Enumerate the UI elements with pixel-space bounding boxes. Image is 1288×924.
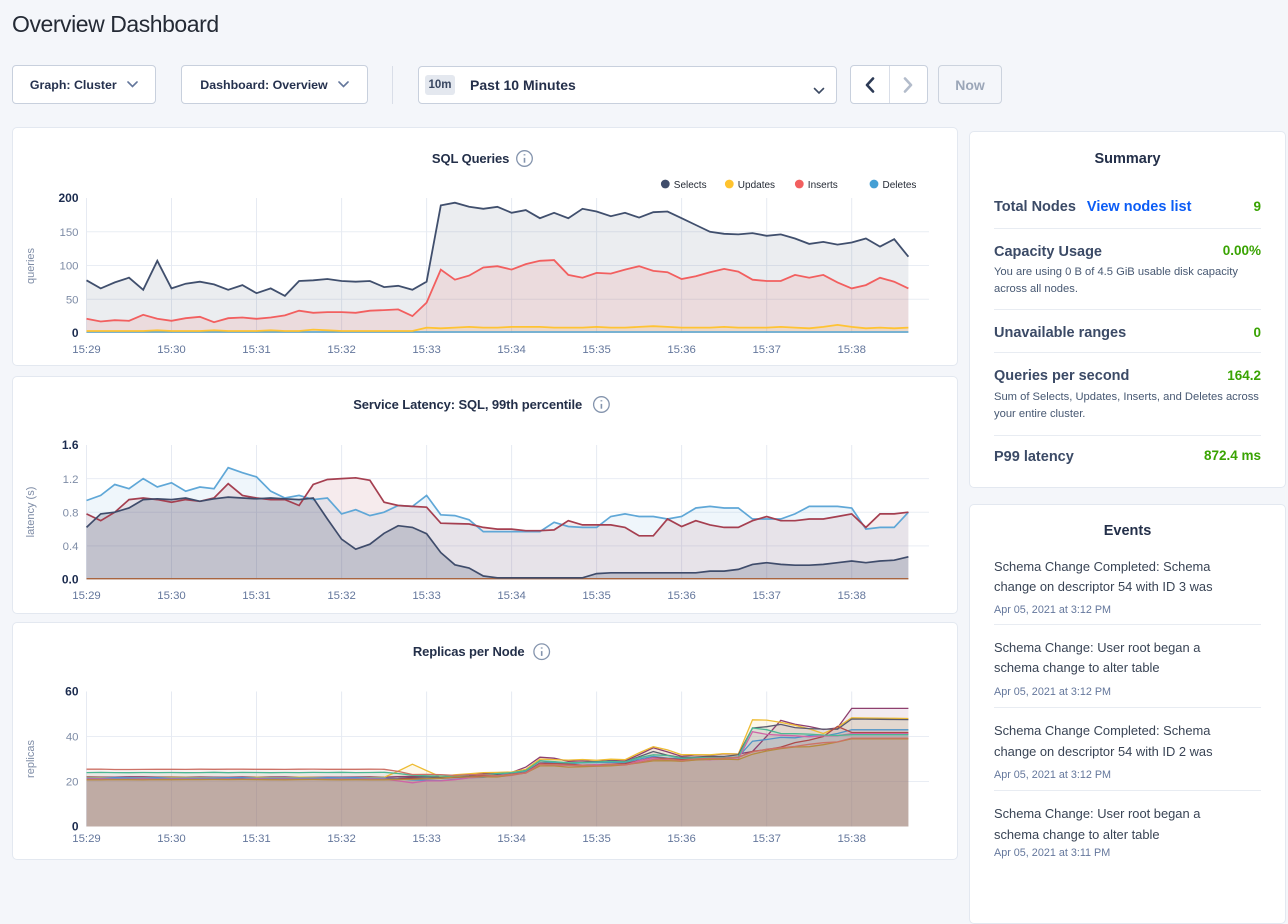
svg-text:200: 200: [58, 191, 78, 205]
svg-text:0.8: 0.8: [63, 507, 79, 519]
svg-text:15:33: 15:33: [412, 590, 441, 602]
svg-text:15:37: 15:37: [752, 590, 781, 602]
svg-text:15:33: 15:33: [412, 833, 441, 845]
svg-text:Inserts: Inserts: [808, 180, 838, 191]
svg-text:15:31: 15:31: [242, 833, 271, 845]
svg-text:Service Latency: SQL, 99th per: Service Latency: SQL, 99th percentile: [353, 397, 582, 412]
svg-text:1.6: 1.6: [62, 438, 79, 452]
svg-text:15:32: 15:32: [327, 590, 356, 602]
svg-text:15:34: 15:34: [497, 590, 526, 602]
svg-text:15:34: 15:34: [497, 344, 526, 356]
svg-text:15:37: 15:37: [752, 833, 781, 845]
svg-text:15:35: 15:35: [582, 344, 611, 356]
svg-text:15:35: 15:35: [582, 833, 611, 845]
svg-text:0: 0: [72, 326, 79, 340]
svg-text:15:35: 15:35: [582, 590, 611, 602]
svg-text:15:31: 15:31: [242, 590, 271, 602]
svg-text:15:36: 15:36: [667, 833, 696, 845]
svg-text:100: 100: [59, 261, 78, 273]
svg-text:15:38: 15:38: [837, 590, 866, 602]
svg-text:15:30: 15:30: [157, 590, 186, 602]
svg-text:60: 60: [65, 685, 79, 699]
svg-text:15:38: 15:38: [837, 833, 866, 845]
svg-text:15:29: 15:29: [72, 344, 101, 356]
svg-text:15:30: 15:30: [157, 833, 186, 845]
svg-text:Replicas per Node: Replicas per Node: [413, 644, 525, 659]
svg-text:15:37: 15:37: [752, 344, 781, 356]
svg-text:15:30: 15:30: [157, 344, 186, 356]
svg-text:50: 50: [66, 294, 79, 306]
svg-text:15:36: 15:36: [667, 590, 696, 602]
svg-text:latency (s): latency (s): [25, 487, 37, 538]
svg-text:SQL Queries: SQL Queries: [432, 151, 509, 166]
svg-text:15:31: 15:31: [242, 344, 271, 356]
svg-text:15:29: 15:29: [72, 833, 101, 845]
svg-text:15:32: 15:32: [327, 344, 356, 356]
svg-text:15:36: 15:36: [667, 344, 696, 356]
svg-text:15:32: 15:32: [327, 833, 356, 845]
svg-text:Selects: Selects: [674, 180, 707, 191]
svg-text:0.0: 0.0: [62, 573, 79, 587]
svg-text:15:38: 15:38: [837, 344, 866, 356]
svg-text:queries: queries: [25, 247, 37, 284]
svg-text:1.2: 1.2: [63, 474, 79, 486]
svg-text:0: 0: [72, 820, 79, 834]
svg-text:15:34: 15:34: [497, 833, 526, 845]
svg-text:20: 20: [66, 777, 79, 789]
svg-text:replicas: replicas: [25, 740, 37, 778]
svg-text:150: 150: [59, 227, 78, 239]
svg-text:0.4: 0.4: [63, 541, 79, 553]
svg-text:Updates: Updates: [738, 180, 775, 191]
svg-text:40: 40: [66, 732, 79, 744]
svg-text:15:33: 15:33: [412, 344, 441, 356]
svg-text:15:29: 15:29: [72, 590, 101, 602]
svg-text:Deletes: Deletes: [883, 180, 917, 191]
